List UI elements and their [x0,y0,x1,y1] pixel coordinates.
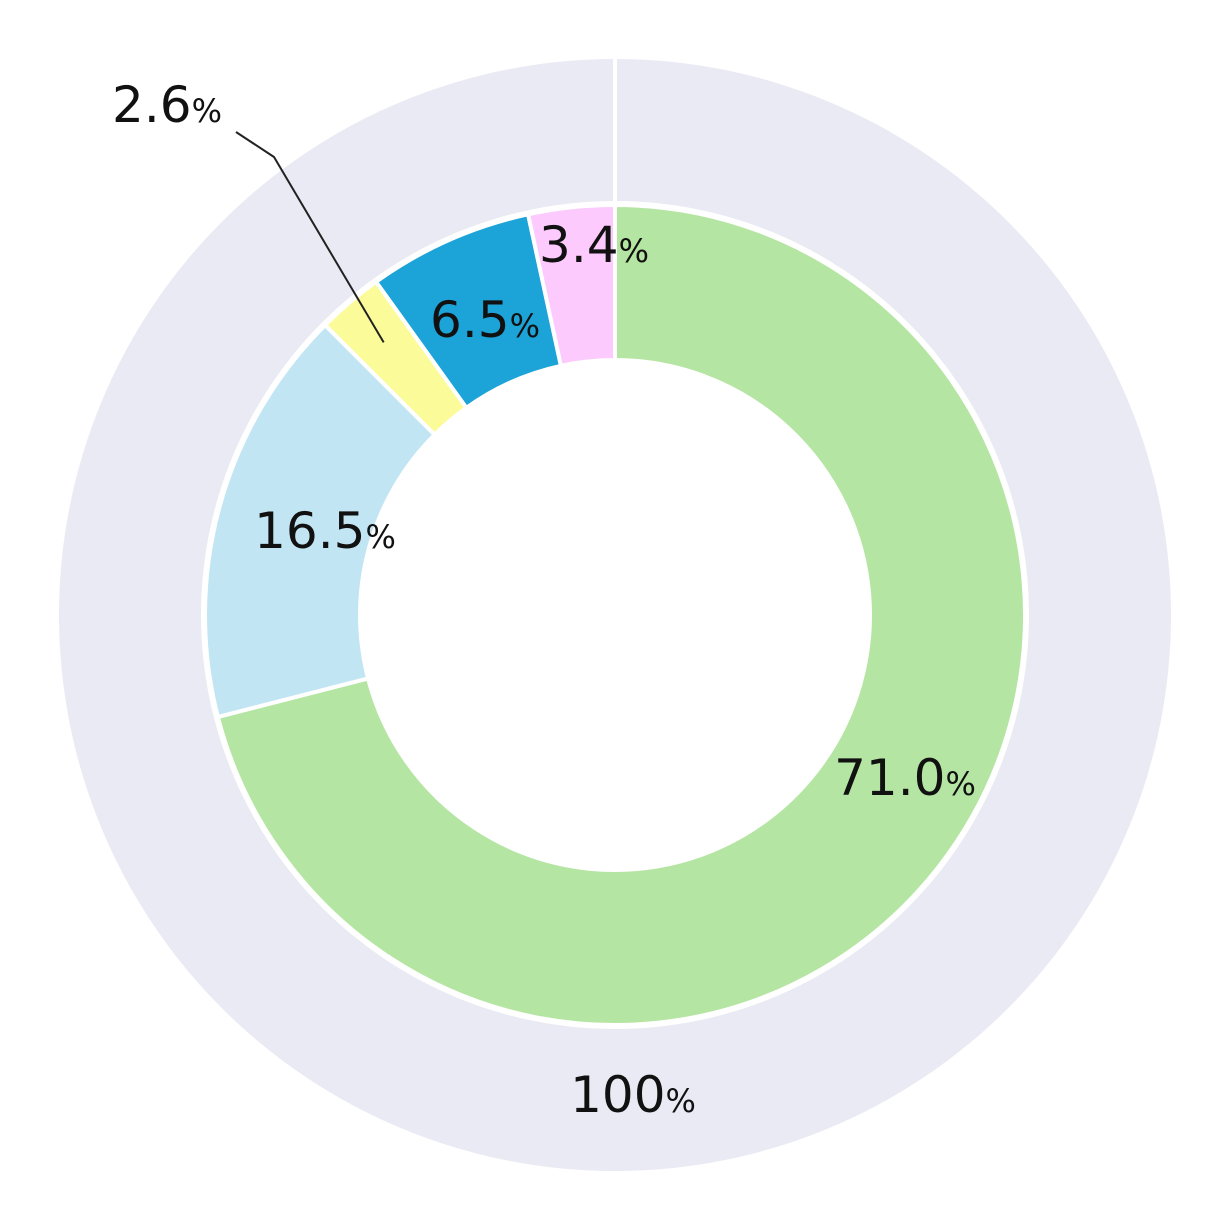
segment-label-2-6-unit: % [192,92,222,130]
outer-ring-label: 100% [570,1066,696,1124]
segment-label-71-0-value: 71.0 [834,749,945,807]
segment-label-2-6-value: 2.6 [112,76,192,134]
segment-label-71-0-unit: % [945,765,975,803]
outer-ring-label-unit: % [666,1082,696,1120]
segment-label-16-5: 16.5% [254,502,396,560]
segment-label-3-4-unit: % [619,232,649,270]
segment-label-6-5: 6.5% [430,291,540,349]
segment-label-2-6: 2.6% [112,76,222,134]
segment-label-3-4: 3.4% [539,216,649,274]
label-layer: 71.0%16.5%2.6%6.5%3.4%100% [112,76,976,1124]
callout-line [235,131,385,343]
segment-label-16-5-value: 16.5 [254,502,365,560]
segment-label-16-5-unit: % [365,518,395,556]
segment-label-3-4-value: 3.4 [539,216,619,274]
outer-ring-label-value: 100 [570,1066,665,1124]
segment-label-71-0: 71.0% [834,749,976,807]
segment-label-6-5-value: 6.5 [430,291,510,349]
donut-hole [360,360,870,870]
segment-label-6-5-unit: % [510,307,540,345]
inner-ring-layer [201,201,1029,1029]
